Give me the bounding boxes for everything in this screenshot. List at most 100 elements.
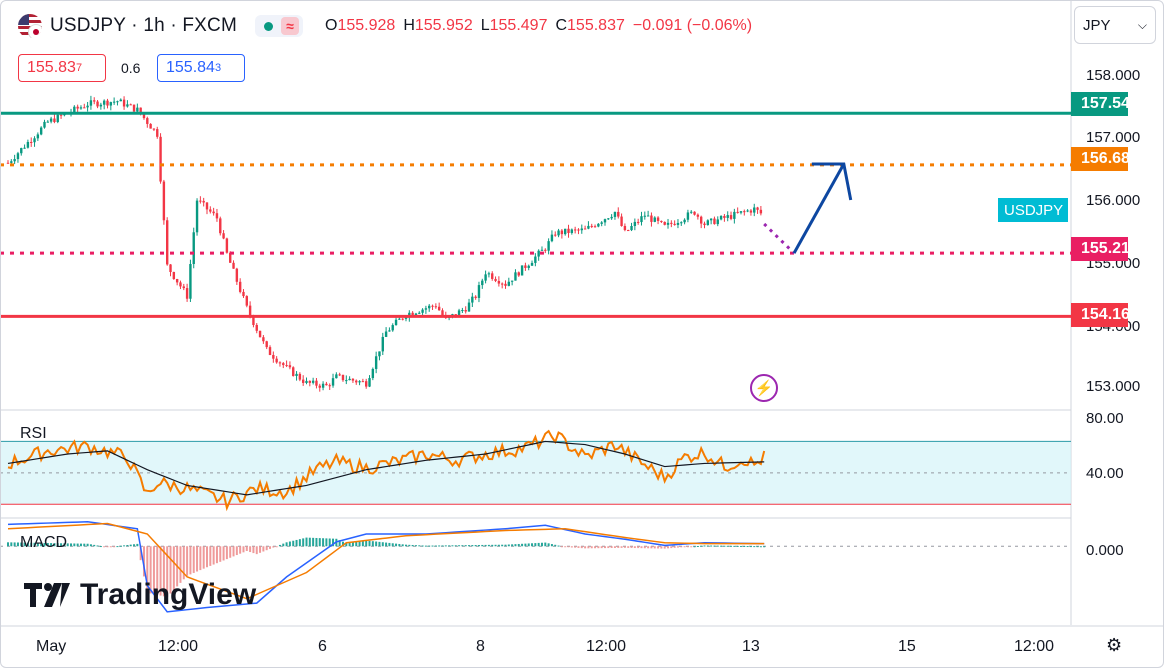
- candle-body: [156, 129, 159, 137]
- candle-body: [643, 215, 646, 217]
- candle-body: [391, 325, 394, 331]
- macd-histogram-bar: [703, 545, 706, 547]
- candle-body: [215, 213, 219, 219]
- price-tick: 156.000: [1086, 192, 1141, 209]
- macd-histogram-bar: [610, 546, 613, 548]
- macd-histogram-bar: [159, 546, 162, 596]
- candle-body: [258, 330, 262, 338]
- macd-histogram-bar: [328, 538, 331, 547]
- candle-body: [30, 141, 33, 143]
- candle-body: [607, 218, 610, 220]
- macd-histogram-bar: [156, 546, 159, 595]
- macd-histogram-bar: [172, 546, 175, 590]
- change-value: −0.091 (−0.06%): [632, 17, 753, 34]
- candle-body: [119, 99, 122, 102]
- macd-histogram-bar: [318, 538, 321, 547]
- usdjpy-flag-icon: [18, 14, 42, 38]
- macd-histogram-bar: [73, 543, 76, 547]
- symbol-header: USDJPY · 1h · FXCM ≈ O155.928 H155.952 L15…: [18, 12, 760, 40]
- candle-body: [484, 274, 487, 281]
- candle-body: [189, 264, 192, 299]
- macd-histogram-bar: [527, 543, 530, 547]
- macd-histogram-bar: [637, 546, 640, 549]
- candle-body: [126, 104, 129, 107]
- macd-histogram-bar: [401, 544, 404, 547]
- macd-histogram-bar: [537, 542, 540, 547]
- macd-histogram-bar: [504, 544, 507, 547]
- macd-histogram-bar: [564, 546, 567, 548]
- macd-histogram-bar: [434, 545, 437, 547]
- lightning-event-icon[interactable]: ⚡: [750, 374, 778, 402]
- macd-histogram-bar: [743, 545, 746, 547]
- interval[interactable]: 1h: [143, 15, 165, 36]
- macd-histogram-bar: [716, 545, 719, 547]
- macd-histogram-bar: [647, 546, 650, 549]
- macd-histogram-bar: [179, 546, 182, 583]
- macd-histogram-bar: [272, 546, 275, 548]
- candle-body: [205, 202, 209, 210]
- macd-histogram-bar: [657, 546, 660, 549]
- candle-body: [544, 249, 547, 251]
- candle-body: [212, 211, 215, 214]
- macd-histogram-bar: [70, 543, 73, 547]
- candle-body: [683, 219, 686, 223]
- candle-body: [89, 100, 93, 106]
- candle-body: [547, 241, 550, 251]
- candle-body: [660, 220, 663, 222]
- macd-histogram-bar: [189, 546, 192, 575]
- macd-histogram-bar: [308, 537, 311, 547]
- candle-body: [378, 351, 381, 357]
- macd-histogram-bar: [13, 542, 16, 547]
- status-pill[interactable]: ≈: [255, 15, 304, 37]
- macd-histogram-bar: [468, 545, 471, 547]
- candle-body: [195, 200, 199, 233]
- macd-histogram-bar: [365, 540, 368, 547]
- candle-body: [726, 215, 729, 218]
- candle-body: [172, 272, 176, 280]
- macd-histogram-bar: [710, 545, 713, 547]
- candle-body: [630, 226, 633, 231]
- candle-body: [159, 136, 162, 182]
- macd-histogram-bar: [106, 546, 109, 548]
- time-tick: 13: [742, 638, 760, 655]
- level-label-157545: 157.545: [1071, 92, 1139, 116]
- macd-histogram-bar: [597, 546, 600, 549]
- macd-histogram-bar: [521, 543, 524, 547]
- candle-body: [527, 265, 530, 268]
- candle-body: [650, 215, 653, 222]
- macd-histogram-bar: [594, 546, 597, 549]
- macd-histogram-bar: [696, 545, 699, 547]
- time-tick: 15: [898, 638, 916, 655]
- macd-histogram-bar: [451, 545, 454, 547]
- macd-histogram-bar: [464, 545, 467, 547]
- rsi-ma-line: [7, 440, 765, 496]
- buy-price-button[interactable]: 155.84 3: [157, 54, 245, 82]
- macd-histogram-bar: [182, 546, 185, 580]
- candle-body: [371, 368, 375, 379]
- macd-histogram-bar: [262, 546, 265, 552]
- candle-body: [587, 225, 590, 229]
- candle-body: [590, 225, 593, 227]
- macd-histogram-bar: [315, 537, 318, 547]
- candle-body: [272, 354, 275, 359]
- macd-histogram-bar: [66, 543, 69, 547]
- candle-body: [517, 272, 520, 276]
- currency-select[interactable]: JPY ⌵: [1074, 6, 1156, 44]
- macd-histogram-bar: [617, 546, 620, 548]
- data-source: FXCM: [182, 15, 238, 36]
- settings-icon[interactable]: ⚙: [1106, 635, 1123, 655]
- symbol-name[interactable]: USDJPY: [50, 15, 126, 36]
- macd-histogram-bar: [322, 538, 325, 547]
- macd-histogram-bar: [653, 546, 656, 549]
- macd-histogram-bar: [680, 546, 683, 548]
- tradingview-logo[interactable]: TradingView: [24, 578, 256, 612]
- sell-price-button[interactable]: 155.83 7: [18, 54, 106, 82]
- macd-histogram-bar: [391, 543, 394, 547]
- candle-body: [530, 262, 534, 266]
- candle-body: [477, 285, 481, 298]
- candle-body: [232, 262, 235, 269]
- macd-histogram-bar: [215, 546, 218, 564]
- macd-histogram-bar: [673, 546, 676, 548]
- candle-body: [753, 207, 756, 213]
